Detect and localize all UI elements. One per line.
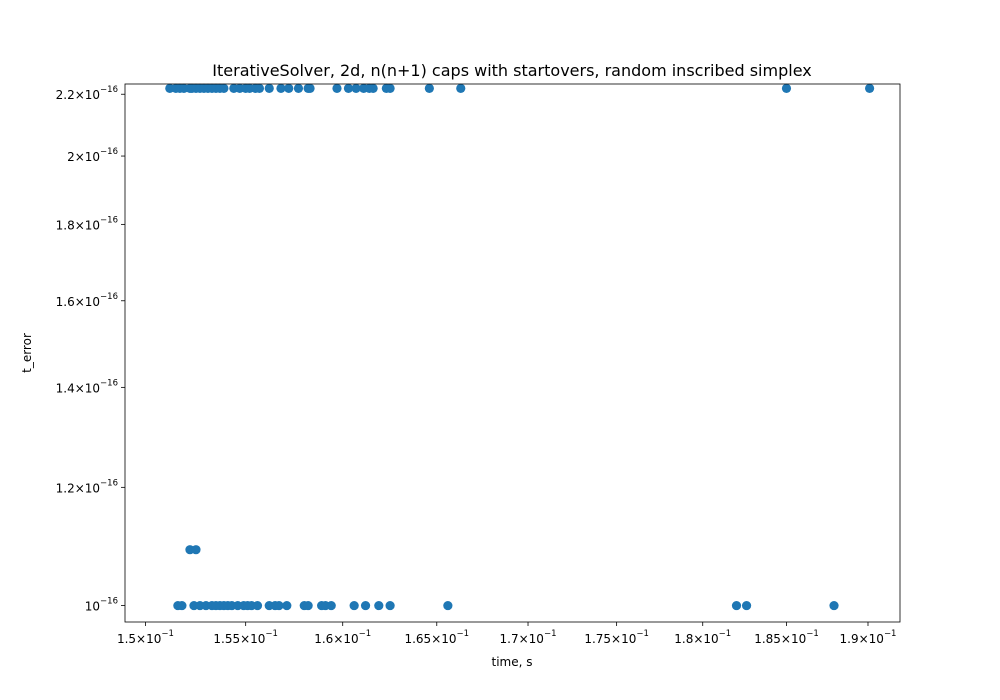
plot-area-frame: [124, 83, 901, 623]
data-point-0-37: [865, 83, 875, 93]
y-axis-ticks: 10−16 1.2×10−16 1.4×10−16 1.6×10−16 1.8×10−1…: [56, 85, 125, 614]
x-axis-ticks: 1.5×10−1 1.55×10−1 1.6×10−1 1.65×10−1 1.7×10…: [117, 622, 897, 646]
data-point-0-23: [293, 83, 304, 93]
data-point-0-68: [385, 600, 395, 611]
data-point-0-21: [276, 83, 286, 93]
data-points: [165, 83, 875, 611]
data-point-0-13: [219, 83, 229, 93]
data-point-0-66: [360, 600, 371, 611]
y-tick-label-4: 1.8×10−16: [56, 215, 118, 232]
y-tick-label-3: 1.6×10−16: [56, 292, 118, 309]
x-tick-label-1: 1.55×10−1: [213, 629, 278, 646]
data-point-0-28: [351, 83, 361, 93]
y-tick-label-5: 2×10−16: [67, 147, 118, 164]
data-point-0-33: [385, 83, 395, 93]
data-point-0-22: [284, 83, 294, 93]
x-tick-label-6: 1.8×10−1: [674, 629, 731, 646]
data-point-0-35: [456, 83, 466, 93]
data-point-0-36: [781, 83, 792, 93]
chart-title: IterativeSolver, 2d, n(n+1) caps with st…: [212, 61, 811, 80]
data-point-0-65: [349, 600, 359, 611]
data-point-0-71: [741, 600, 752, 611]
data-point-0-58: [274, 600, 284, 611]
data-point-0-70: [731, 600, 742, 611]
data-point-0-27: [343, 83, 354, 93]
data-point-0-41: [177, 600, 187, 611]
data-point-0-69: [443, 600, 453, 611]
data-point-0-34: [424, 83, 434, 93]
y-axis-label: t_error: [20, 333, 34, 373]
y-tick-label-1: 1.2×10−16: [56, 478, 118, 495]
x-tick-label-3: 1.65×10−1: [404, 629, 469, 646]
data-point-0-39: [191, 545, 201, 555]
data-point-0-59: [282, 600, 292, 611]
data-point-0-67: [374, 600, 384, 611]
x-tick-label-0: 1.5×10−1: [117, 629, 174, 646]
y-tick-label-2: 1.4×10−16: [56, 378, 118, 395]
data-point-0-19: [254, 83, 265, 93]
y-tick-label-6: 2.2×10−16: [56, 85, 118, 102]
data-point-0-20: [264, 83, 274, 93]
y-tick-label-0: 10−16: [85, 597, 118, 614]
data-point-0-26: [332, 83, 342, 93]
data-point-0-25: [305, 83, 315, 93]
x-tick-label-2: 1.6×10−1: [314, 629, 371, 646]
data-point-0-72: [829, 600, 839, 611]
x-axis-label: time, s: [492, 655, 533, 669]
x-tick-label-8: 1.9×10−1: [840, 629, 897, 646]
data-point-0-61: [303, 600, 313, 611]
x-tick-label-5: 1.75×10−1: [584, 629, 649, 646]
data-point-0-55: [252, 600, 263, 611]
data-point-0-31: [368, 83, 378, 93]
x-tick-label-4: 1.7×10−1: [500, 629, 557, 646]
data-point-0-64: [326, 600, 336, 611]
x-tick-label-7: 1.85×10−1: [754, 629, 819, 646]
